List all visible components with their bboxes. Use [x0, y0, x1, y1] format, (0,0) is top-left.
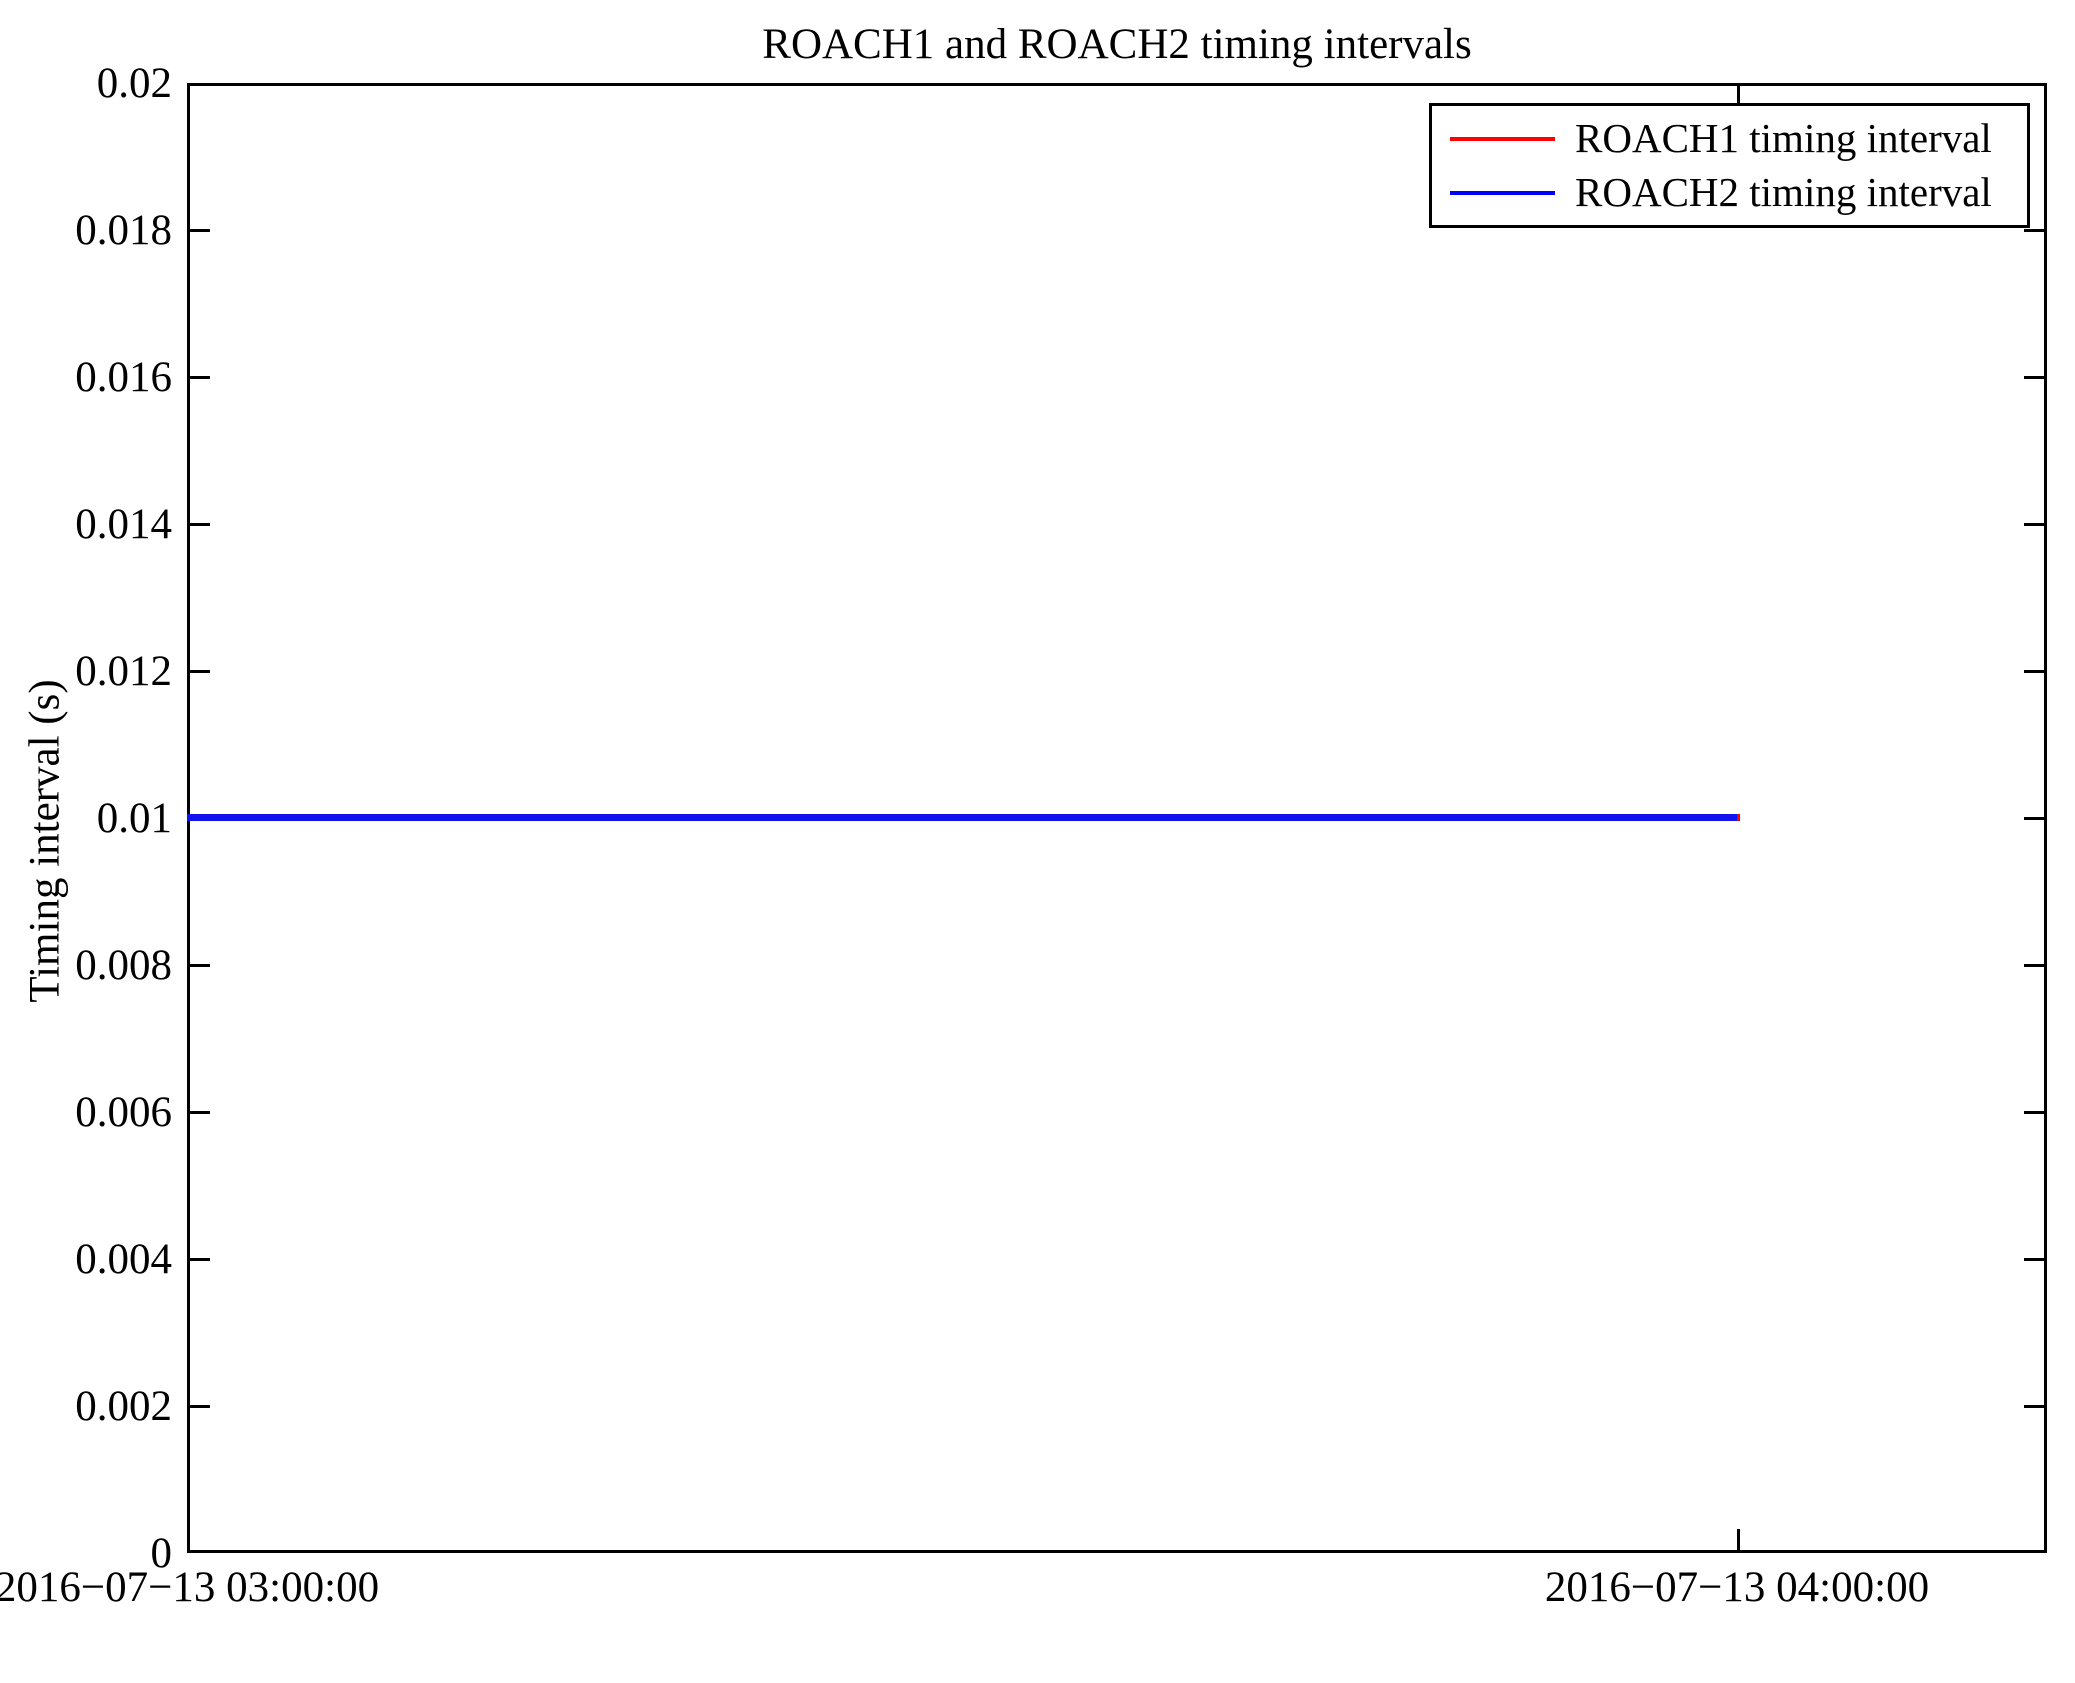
- y-tick-left: [190, 1258, 210, 1261]
- y-tick-right: [2024, 817, 2044, 820]
- y-tick-left: [190, 670, 210, 673]
- y-tick-left: [190, 964, 210, 967]
- x-tick-label: 2016−07−13 03:00:00: [0, 1564, 380, 1611]
- y-tick-left: [190, 229, 210, 232]
- legend: ROACH1 timing interval ROACH2 timing inte…: [1429, 103, 2030, 228]
- legend-item: ROACH2 timing interval: [1450, 166, 2027, 220]
- y-tick-label: 0: [150, 1530, 173, 1577]
- y-tick-right: [2024, 670, 2044, 673]
- y-tick-label: 0.008: [75, 942, 172, 989]
- legend-line-swatch: [1450, 136, 1555, 141]
- y-tick-left: [190, 376, 210, 379]
- y-tick-right: [2024, 229, 2044, 232]
- y-tick-label: 0.02: [96, 60, 172, 107]
- y-tick-left: [190, 523, 210, 526]
- y-tick-label: 0.012: [75, 648, 172, 695]
- legend-label: ROACH1 timing interval: [1575, 115, 1992, 161]
- legend-item: ROACH1 timing interval: [1450, 112, 2027, 166]
- y-tick-right: [2024, 1405, 2044, 1408]
- y-tick-right: [2024, 376, 2044, 379]
- y-tick-right: [2024, 1258, 2044, 1261]
- y-tick-label: 0.016: [75, 354, 172, 401]
- y-tick-left: [190, 1111, 210, 1114]
- legend-line-swatch: [1450, 190, 1555, 195]
- y-tick-label: 0.004: [75, 1236, 172, 1283]
- x-tick-top: [1737, 86, 1740, 107]
- y-tick-label: 0.018: [75, 207, 172, 254]
- x-tick-bottom: [1737, 1529, 1740, 1550]
- y-tick-label: 0.006: [75, 1089, 172, 1136]
- series-line: [187, 814, 1737, 821]
- x-tick-label: 2016−07−13 04:00:00: [1544, 1564, 1930, 1611]
- y-tick-right: [2024, 1111, 2044, 1114]
- chart-title: ROACH1 and ROACH2 timing intervals: [762, 21, 1472, 68]
- y-tick-left: [190, 1405, 210, 1408]
- y-tick-label: 0.002: [75, 1383, 172, 1430]
- y-tick-right: [2024, 523, 2044, 526]
- y-tick-label: 0.014: [75, 501, 172, 548]
- legend-label: ROACH2 timing interval: [1575, 169, 1992, 215]
- y-tick-label: 0.01: [96, 795, 172, 842]
- y-tick-right: [2024, 964, 2044, 967]
